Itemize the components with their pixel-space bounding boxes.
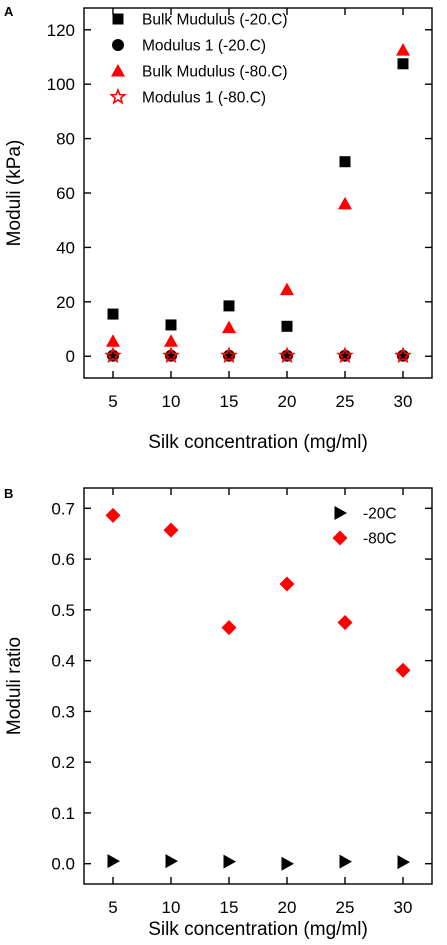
data-point	[279, 576, 295, 592]
x-tick-label: 15	[220, 392, 239, 411]
y-tick-label: 0.6	[51, 550, 75, 569]
legend-marker	[334, 506, 347, 520]
panel-label: B	[4, 486, 13, 501]
legend: -20C -80C	[332, 506, 397, 548]
data-point	[339, 156, 351, 168]
plot-frame	[83, 487, 433, 885]
panel-label: A	[4, 4, 14, 19]
legend-marker	[111, 64, 125, 77]
y-tick-label: 40	[56, 238, 75, 257]
data-point	[164, 334, 178, 347]
data-point	[396, 43, 410, 56]
x-tick-label: 10	[162, 392, 181, 411]
y-tick-label: 80	[56, 130, 75, 149]
data-point	[221, 620, 237, 636]
x-axis-title: Silk concentration (mg/ml)	[148, 919, 368, 940]
data-point	[222, 320, 236, 334]
data-point	[395, 662, 411, 678]
legend: Bulk Mudulus (-20.C) Modulus 1 (-20.C) Bul…	[109, 12, 288, 107]
legend-marker	[112, 39, 124, 51]
x-tick-label: 10	[162, 898, 181, 917]
y-tick-label: 120	[47, 21, 75, 40]
data-point	[280, 282, 294, 296]
x-tick-label: 25	[336, 392, 355, 411]
data-point	[106, 334, 120, 347]
y-axis-title: Moduli ratio	[4, 637, 25, 735]
series-1	[107, 58, 409, 332]
series-2	[105, 507, 411, 678]
data-point	[107, 854, 120, 869]
data-point	[339, 854, 352, 869]
series-1	[107, 854, 410, 871]
y-tick-label: 0.3	[51, 702, 75, 721]
y-tick-label: 0.0	[51, 855, 75, 874]
data-point	[336, 346, 354, 364]
legend-marker	[109, 87, 127, 105]
data-point	[223, 854, 236, 869]
x-tick-label: 30	[394, 898, 413, 917]
data-point	[223, 300, 235, 312]
legend-label: -80C	[363, 531, 397, 548]
legend-label: Modulus 1 (-80.C)	[142, 90, 266, 107]
panel-a-chart: A 5 10 15 20 25 30 0 20 40 60 80 100 120 Silk concentr…	[4, 4, 433, 453]
x-tick-label: 20	[278, 898, 297, 917]
y-tick-label: 0.7	[51, 499, 75, 518]
data-point	[165, 319, 177, 331]
panel-b-chart: B 5 10 15 20 25 30 0.0 0.1 0.2 0.3 0.4 0.5 0.6 0.7 Silk…	[4, 486, 433, 940]
series-4	[104, 346, 412, 364]
x-tick-label: 30	[394, 392, 413, 411]
data-point	[397, 855, 410, 870]
x-tick-label: 5	[108, 392, 117, 411]
data-point	[104, 346, 122, 364]
data-point	[163, 522, 179, 538]
y-tick-label: 20	[56, 293, 75, 312]
y-tick-label: 0	[66, 347, 75, 366]
data-point	[162, 346, 180, 364]
x-tick-label: 25	[336, 898, 355, 917]
y-tick-label: 0.1	[51, 804, 75, 823]
data-point	[397, 58, 409, 70]
series-3	[106, 43, 410, 347]
data-point	[281, 320, 293, 332]
legend-marker	[332, 530, 348, 546]
y-tick-label: 0.2	[51, 753, 75, 772]
data-point	[165, 854, 178, 869]
data-point	[105, 507, 121, 523]
data-point	[281, 856, 294, 871]
data-point	[394, 346, 412, 364]
data-point	[337, 615, 353, 631]
y-tick-label: 60	[56, 184, 75, 203]
x-tick-label: 15	[220, 898, 239, 917]
legend-label: Bulk Mudulus (-20.C)	[142, 12, 288, 29]
y-tick-label: 0.4	[51, 652, 75, 671]
y-axis-title: Moduli (kPa)	[4, 140, 25, 247]
data-point	[278, 346, 296, 364]
legend-label: -20C	[363, 506, 397, 523]
x-tick-label: 20	[278, 392, 297, 411]
data-point	[107, 308, 119, 320]
x-axis-title: Silk concentration (mg/ml)	[148, 432, 368, 453]
data-point	[338, 196, 352, 210]
y-tick-label: 0.5	[51, 601, 75, 620]
y-tick-label: 100	[47, 75, 75, 94]
x-tick-label: 5	[108, 898, 117, 917]
legend-label: Modulus 1 (-20.C)	[142, 38, 266, 55]
legend-label: Bulk Mudulus (-80.C)	[142, 64, 288, 81]
legend-marker	[112, 13, 124, 25]
data-point	[220, 346, 238, 364]
series-2	[107, 349, 409, 362]
